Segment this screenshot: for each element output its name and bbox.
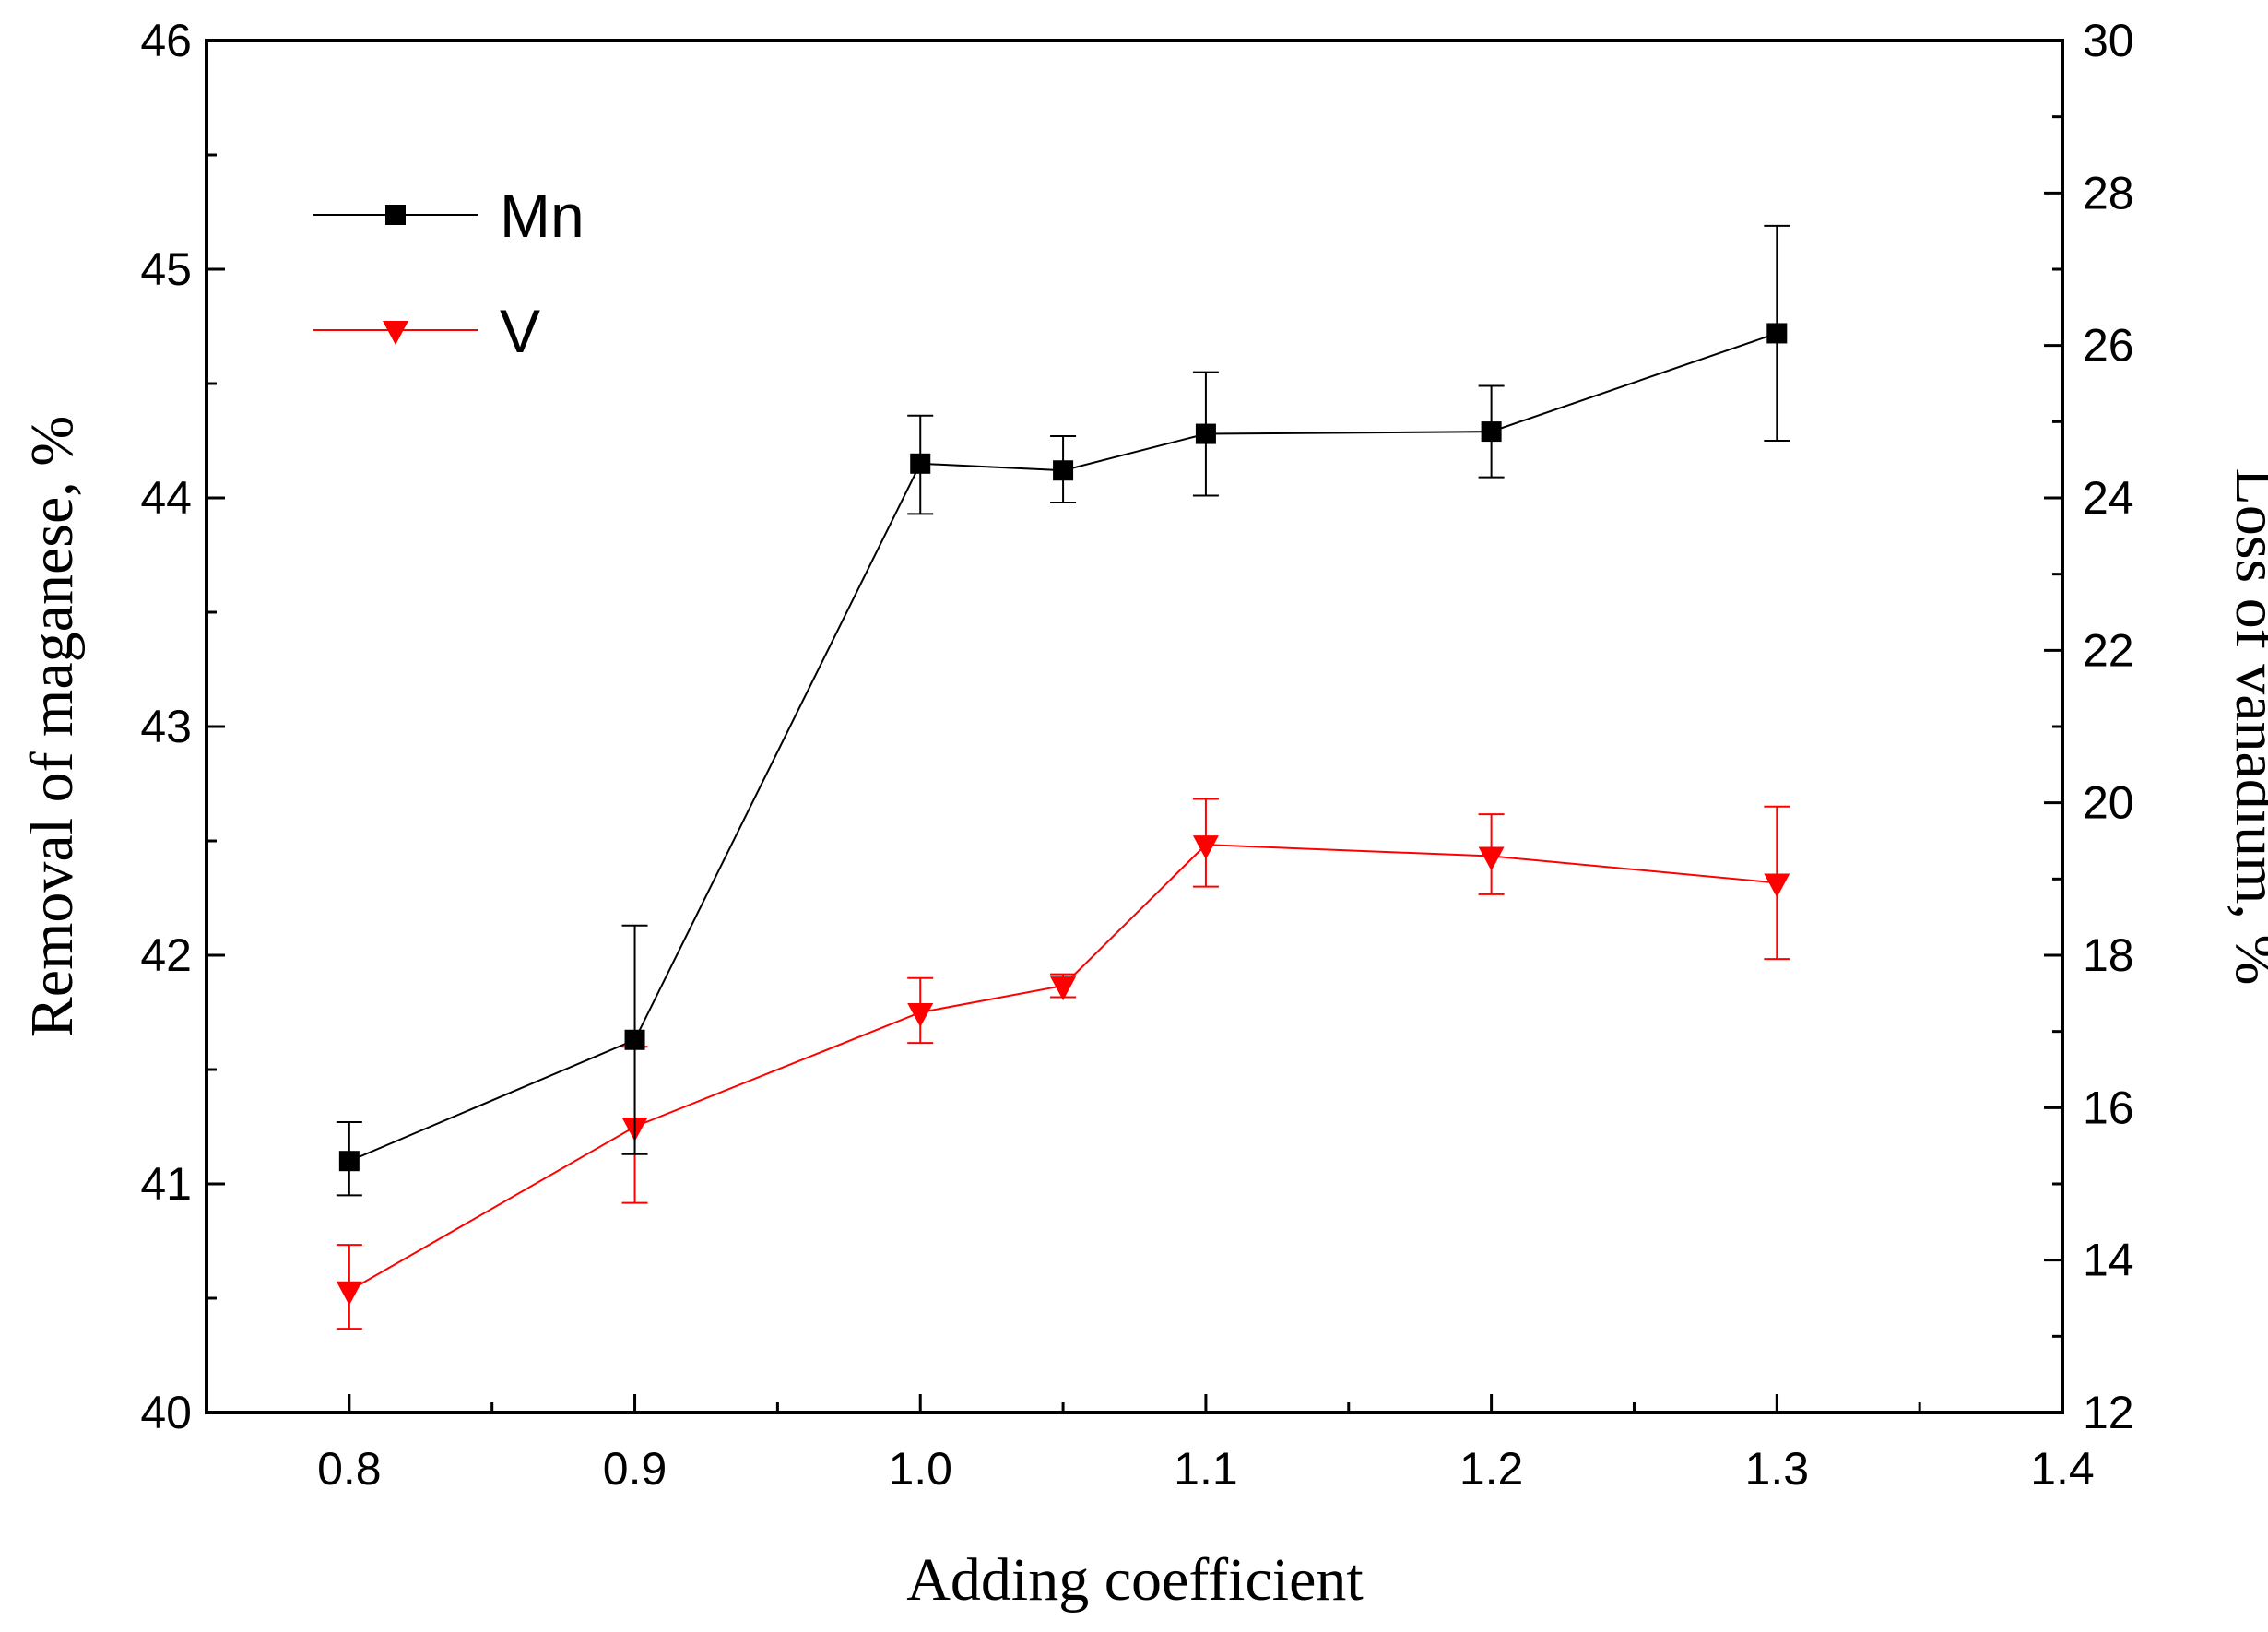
y-right-tick-label: 14 [2083,1235,2134,1286]
y-left-tick-label: 40 [140,1387,192,1438]
data-point-mn [910,453,931,474]
x-tick-label: 1.3 [1745,1443,1810,1495]
y-left-tick-label: 41 [140,1158,192,1210]
y-right-tick-label: 12 [2083,1387,2134,1438]
y-right-tick-label: 28 [2083,167,2134,219]
axes-layer: 0.8 0.9 1.0 1.1 1.2 1.3 1.4 40 41 42 43 44 45 46 12 14 1… [140,15,2133,1495]
y-right-tick-label: 16 [2083,1082,2134,1133]
y-axis-left-title: Removal of maganese, % [18,416,86,1037]
data-point-mn [1053,460,1074,481]
y-left-tick-label: 44 [140,472,192,524]
data-point-mn [624,1029,645,1050]
x-axis-title: Adding coefficient [906,1546,1363,1614]
y-right-tick-label: 24 [2083,472,2134,524]
y-right-tick-label: 26 [2083,320,2134,372]
x-tick-label: 1.1 [1174,1443,1238,1495]
y-right-tick-label: 30 [2083,15,2134,66]
y-axis-right-title: Loss of vanadium, % [2223,468,2268,986]
data-point-v [907,1003,934,1027]
data-point-v [1764,873,1790,898]
y-right-tick-label: 22 [2083,624,2134,676]
y-right-tick-label: 20 [2083,777,2134,829]
y-left-tick-label: 46 [140,15,192,66]
legend-marker-v [383,321,408,345]
data-point-v [1192,835,1219,860]
data-point-mn [338,1151,360,1172]
legend-label-mn: Mn [500,182,585,250]
plot-layer [336,224,1790,1330]
data-point-v [336,1281,362,1306]
x-tick-label: 0.9 [603,1443,667,1495]
y-left-tick-label: 42 [140,929,192,981]
y-left-tick-label: 43 [140,701,192,752]
legend: Mn V [313,182,585,365]
data-point-mn [1481,421,1502,443]
series-line-v [348,844,1778,1292]
y-left-tick-label: 45 [140,243,192,295]
plot-frame [205,39,2064,1414]
data-point-mn [1195,423,1216,444]
x-tick-label: 1.0 [888,1443,952,1495]
legend-marker-mn [385,205,406,225]
y-right-tick-label: 18 [2083,929,2134,981]
data-point-mn [1766,323,1788,344]
x-tick-label: 0.8 [317,1443,382,1495]
x-tick-label: 1.2 [1459,1443,1524,1495]
data-point-v [1050,976,1077,1001]
data-point-v [1478,846,1505,871]
x-tick-label: 1.4 [2030,1443,2095,1495]
legend-label-v: V [500,297,540,365]
